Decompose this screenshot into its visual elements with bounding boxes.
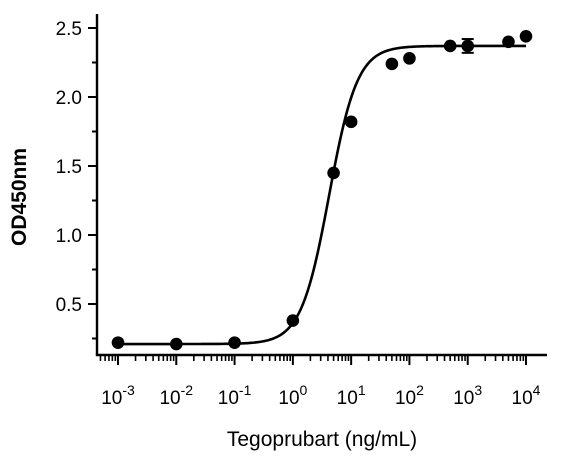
- data-point: [461, 39, 475, 53]
- data-point: [111, 336, 125, 349]
- y-tick-label: 2.0: [56, 88, 82, 109]
- y-axis-label: OD450nm: [8, 148, 31, 246]
- data-point: [228, 336, 241, 349]
- data-point: [344, 115, 358, 129]
- x-tick-label: 102: [395, 382, 424, 409]
- x-axis-label: Tegoprubart (ng/mL): [227, 428, 417, 451]
- data-point: [443, 39, 457, 53]
- data-points: [111, 29, 533, 351]
- x-tick-label: 101: [337, 382, 366, 409]
- y-tick-label: 1.0: [56, 226, 82, 247]
- data-point: [327, 166, 340, 180]
- data-point: [403, 52, 416, 65]
- axes: [88, 14, 547, 365]
- x-tick-labels: 10-3 10-2 10-1 100 101 102 103 104: [101, 382, 540, 409]
- x-tick-label: 104: [512, 382, 541, 409]
- x-tick-label: 103: [453, 382, 482, 409]
- data-point: [385, 57, 399, 71]
- y-tick-label: 1.5: [56, 157, 82, 178]
- x-tick-label: 10-3: [101, 382, 135, 409]
- fit-curve: [118, 44, 526, 346]
- x-tick-label: 100: [278, 382, 307, 409]
- x-tick-label: 10-1: [218, 382, 252, 409]
- data-point: [502, 35, 515, 49]
- y-tick-label: 2.5: [56, 19, 82, 40]
- data-point: [286, 314, 300, 327]
- y-tick-labels: 0.5 1.0 1.5 2.0 2.5: [56, 19, 82, 316]
- y-tick-label: 0.5: [56, 295, 82, 316]
- data-point: [169, 337, 183, 351]
- x-tick-label: 10-2: [159, 382, 193, 409]
- data-point: [519, 29, 533, 43]
